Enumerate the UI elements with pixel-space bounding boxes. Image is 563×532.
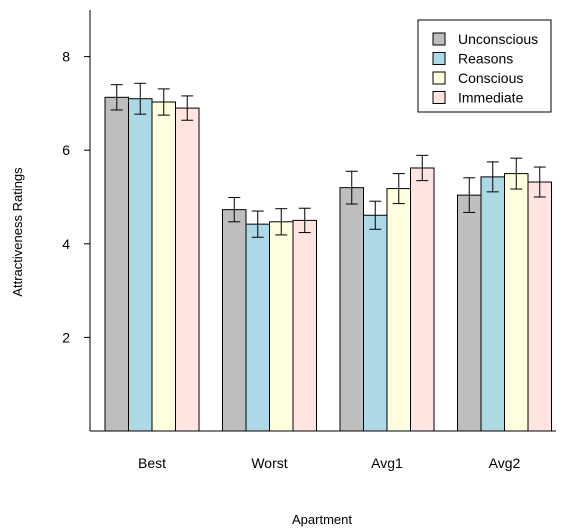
bar-worst-reasons: [245, 223, 270, 432]
legend-label-unconscious: Unconscious: [458, 31, 538, 47]
x-tick-label-avg2: Avg2: [489, 455, 521, 471]
y-tick-label-8: 8: [62, 49, 70, 65]
legend-label-immediate: Immediate: [458, 90, 524, 106]
error-bar-avg1-unconscious: [345, 170, 358, 205]
bar-worst-conscious: [269, 221, 294, 432]
x-axis-title: Apartment: [292, 512, 352, 527]
bar-worst-immediate: [292, 219, 317, 432]
legend: Unconscious Reasons Conscious Immediate: [417, 19, 552, 113]
legend-label-reasons: Reasons: [458, 51, 513, 67]
bar-avg2-conscious: [504, 173, 529, 432]
legend-swatch-unconscious: [432, 32, 446, 46]
bar-avg1-immediate: [410, 167, 435, 432]
x-tick-label-worst: Worst: [251, 455, 287, 471]
error-bar-avg1-immediate: [416, 154, 429, 182]
error-bar-best-reasons: [134, 82, 147, 115]
legend-swatch-immediate: [432, 91, 446, 104]
error-bar-best-immediate: [181, 95, 194, 121]
error-bar-avg1-conscious: [392, 173, 405, 205]
error-bar-worst-reasons: [251, 210, 264, 238]
bar-best-reasons: [128, 98, 153, 432]
bar-avg2-unconscious: [457, 194, 482, 432]
x-tick-label-best: Best: [138, 455, 166, 471]
error-bar-best-unconscious: [110, 84, 123, 111]
y-tick-label-4: 4: [62, 236, 70, 252]
axes-layer: Best Worst Avg1 Avg2 2 4 6 8: [62, 10, 556, 471]
bar-avg2-reasons: [480, 176, 505, 432]
y-tick-label-6: 6: [62, 142, 70, 158]
error-bar-worst-unconscious: [228, 196, 241, 223]
bar-worst-unconscious: [222, 209, 247, 432]
bar-avg2-immediate: [527, 181, 552, 432]
error-bars-layer: [110, 82, 546, 238]
error-bar-best-conscious: [157, 88, 170, 116]
legend-swatch-reasons: [432, 52, 446, 65]
y-axis-title: Attractiveness Ratings: [10, 167, 25, 297]
error-bar-worst-immediate: [298, 207, 311, 234]
bar-avg1-reasons: [363, 214, 388, 432]
legend-swatch-conscious: [432, 71, 446, 85]
legend-label-conscious: Conscious: [458, 70, 523, 86]
bar-avg1-conscious: [386, 188, 411, 432]
error-bar-avg1-reasons: [369, 200, 382, 230]
x-tick-label-avg1: Avg1: [371, 455, 403, 471]
bar-best-unconscious: [104, 96, 129, 432]
bar-best-immediate: [175, 107, 200, 432]
error-bar-avg2-reasons: [486, 161, 499, 193]
error-bar-worst-conscious: [275, 208, 288, 236]
bar-best-conscious: [151, 101, 176, 432]
y-tick-label-2: 2: [62, 329, 70, 345]
error-bar-avg2-immediate: [533, 166, 546, 198]
bar-avg1-unconscious: [339, 187, 364, 432]
bars-layer: [104, 96, 552, 432]
error-bar-avg2-unconscious: [463, 177, 476, 213]
error-bar-avg2-conscious: [510, 157, 523, 190]
